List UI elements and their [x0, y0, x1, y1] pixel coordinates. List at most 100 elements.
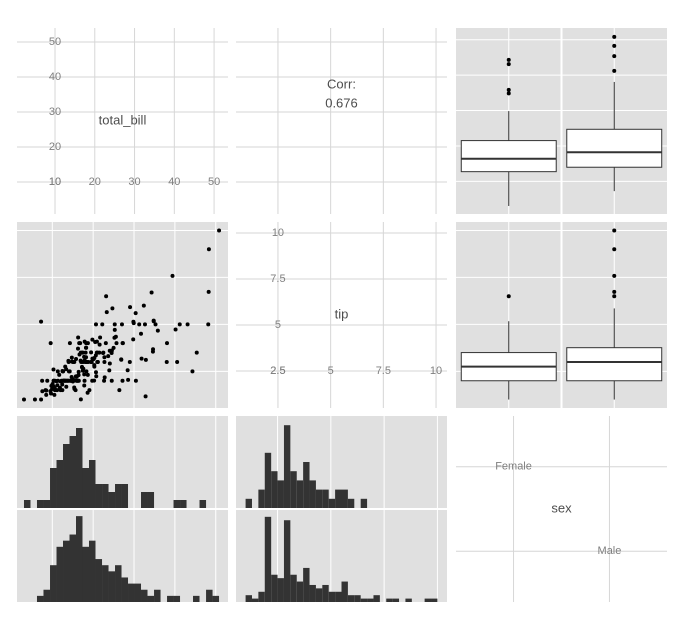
point	[78, 397, 83, 402]
bar	[251, 598, 259, 602]
point	[76, 373, 81, 378]
bar	[199, 500, 207, 508]
point	[131, 337, 136, 342]
bar	[115, 484, 122, 508]
point	[61, 369, 66, 374]
panel-background	[236, 222, 447, 408]
point	[76, 369, 81, 374]
bar	[347, 595, 355, 602]
point	[128, 305, 133, 310]
point	[139, 356, 144, 361]
bar	[173, 595, 181, 602]
point	[194, 350, 199, 355]
bar	[309, 480, 316, 508]
point	[84, 369, 89, 374]
bar	[328, 591, 336, 602]
bar	[335, 489, 342, 508]
point	[51, 378, 56, 383]
y-tick-label: 50	[49, 36, 61, 48]
point	[43, 388, 48, 393]
bar	[258, 591, 265, 602]
point	[177, 322, 182, 327]
bar	[303, 462, 310, 508]
y-tick-label: 10	[272, 227, 284, 239]
bar	[264, 452, 272, 508]
x-tick-label: 2.5	[270, 365, 285, 377]
point	[95, 359, 100, 364]
bar	[193, 595, 200, 602]
point	[85, 390, 90, 395]
point	[102, 355, 107, 360]
point	[82, 372, 87, 377]
point	[60, 388, 65, 393]
bar	[115, 565, 122, 602]
point	[40, 389, 45, 394]
point	[100, 322, 105, 327]
point	[84, 355, 89, 360]
point	[80, 359, 85, 364]
bar	[43, 589, 51, 602]
point	[106, 354, 111, 359]
point	[120, 378, 125, 383]
point	[137, 322, 142, 327]
point	[48, 341, 53, 346]
point	[133, 311, 138, 316]
point	[73, 388, 78, 393]
point	[75, 378, 80, 383]
point	[119, 322, 124, 327]
point	[164, 359, 169, 364]
point	[93, 340, 98, 345]
point	[52, 392, 57, 397]
point	[55, 383, 60, 388]
x-tick-label: 10	[430, 365, 442, 377]
point	[93, 370, 98, 375]
bar	[367, 598, 374, 602]
bar	[296, 581, 304, 602]
point	[206, 247, 211, 252]
outlier	[612, 228, 617, 233]
bar	[76, 428, 83, 508]
point	[90, 337, 95, 342]
point	[102, 375, 107, 380]
bar	[303, 567, 310, 602]
point	[93, 322, 98, 327]
point	[64, 367, 69, 372]
box	[566, 128, 663, 168]
bar	[76, 516, 83, 602]
point	[52, 386, 57, 391]
bar	[271, 471, 278, 508]
point	[206, 322, 211, 327]
outlier	[612, 247, 617, 252]
point	[85, 372, 90, 377]
y-tick-label: 2.5	[270, 365, 285, 377]
point	[69, 355, 74, 360]
box	[566, 347, 663, 382]
bar	[23, 500, 31, 508]
point	[111, 345, 116, 350]
point	[173, 327, 178, 332]
point	[40, 378, 45, 383]
bar	[405, 598, 412, 602]
bar	[50, 565, 57, 602]
point	[32, 397, 37, 402]
point	[153, 322, 158, 327]
bar	[102, 565, 109, 602]
x-tick-label: 50	[208, 176, 220, 188]
point	[109, 350, 114, 355]
point	[55, 378, 60, 383]
panel-background	[17, 28, 228, 214]
point	[86, 359, 91, 364]
point	[97, 342, 102, 347]
bar	[322, 489, 329, 508]
point	[77, 341, 82, 346]
x-tick-label: 5	[328, 365, 334, 377]
box	[460, 140, 557, 173]
bar	[360, 498, 368, 508]
bar	[271, 574, 278, 602]
corr-value: 0.676	[325, 95, 358, 110]
panel-background	[456, 416, 667, 602]
bar	[63, 444, 70, 508]
bar	[424, 598, 432, 602]
point	[76, 346, 81, 351]
